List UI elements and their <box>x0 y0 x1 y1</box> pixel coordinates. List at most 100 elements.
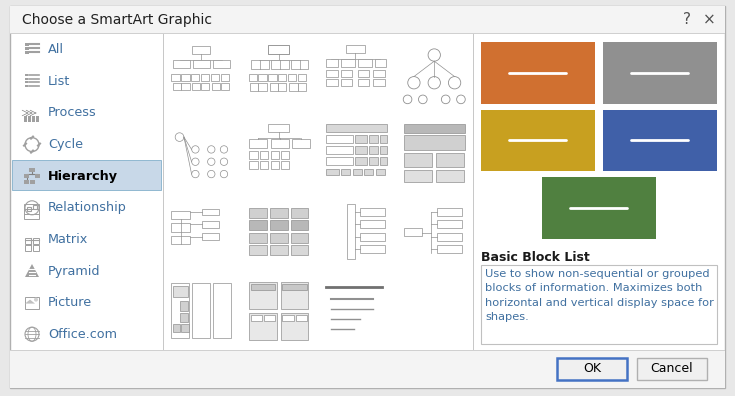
Bar <box>375 59 386 67</box>
Bar <box>295 315 307 321</box>
Bar <box>27 207 31 211</box>
Bar <box>248 74 257 81</box>
Bar <box>341 79 352 86</box>
Bar <box>213 283 231 338</box>
Bar <box>353 169 362 175</box>
Bar <box>193 283 210 338</box>
Bar <box>182 324 189 332</box>
Bar <box>25 74 28 76</box>
Bar <box>270 221 287 230</box>
Bar <box>250 84 258 91</box>
Bar <box>211 74 219 81</box>
Bar <box>356 147 367 154</box>
Bar <box>201 233 219 240</box>
Bar <box>342 59 356 67</box>
Bar <box>249 151 258 159</box>
Bar <box>271 139 289 148</box>
Bar <box>373 79 384 86</box>
Bar <box>258 74 267 81</box>
Bar <box>404 124 465 133</box>
Bar <box>326 59 337 67</box>
Bar <box>259 151 268 159</box>
Bar <box>29 168 35 172</box>
Bar <box>35 174 40 178</box>
Bar <box>248 313 276 340</box>
Text: Office.com: Office.com <box>48 328 117 341</box>
Bar <box>163 34 164 350</box>
Bar <box>437 208 462 216</box>
Bar <box>326 70 337 77</box>
Bar <box>326 135 353 143</box>
Bar <box>358 70 370 77</box>
Bar <box>173 286 187 297</box>
Bar <box>251 60 269 69</box>
Bar <box>360 221 385 228</box>
Bar <box>271 151 279 159</box>
Bar <box>290 208 309 218</box>
Bar <box>437 245 462 253</box>
Bar <box>33 205 37 209</box>
Bar <box>542 177 656 239</box>
Bar <box>173 324 180 332</box>
Bar <box>193 46 210 54</box>
Bar <box>270 233 287 243</box>
Bar <box>258 84 267 91</box>
Bar <box>220 74 229 81</box>
Bar <box>373 70 384 77</box>
Polygon shape <box>25 264 39 277</box>
Bar <box>201 209 219 215</box>
Bar <box>33 238 39 244</box>
Bar <box>251 284 275 290</box>
Bar <box>360 245 385 253</box>
Bar <box>342 169 351 175</box>
Bar <box>264 315 276 321</box>
Bar <box>473 34 474 350</box>
Bar <box>603 110 717 171</box>
Bar <box>360 208 385 216</box>
Bar <box>24 214 39 219</box>
Bar <box>10 350 725 351</box>
Bar <box>437 221 462 228</box>
Bar <box>12 160 161 190</box>
Bar <box>193 84 201 90</box>
Bar <box>326 158 353 166</box>
Bar <box>603 42 717 104</box>
Bar <box>380 135 387 143</box>
Bar <box>298 84 306 91</box>
Bar <box>268 124 290 132</box>
Bar <box>358 79 370 86</box>
Bar <box>259 161 268 169</box>
Bar <box>637 358 707 380</box>
Bar <box>171 236 190 244</box>
Bar <box>249 139 268 148</box>
Text: List: List <box>48 75 71 88</box>
Bar <box>25 51 29 54</box>
Bar <box>278 74 286 81</box>
Bar <box>25 246 31 251</box>
Bar <box>25 47 29 50</box>
Bar <box>290 221 309 230</box>
Bar <box>278 84 286 91</box>
Bar <box>268 74 276 81</box>
Bar <box>248 208 267 218</box>
Bar <box>212 60 230 68</box>
Bar <box>356 158 367 166</box>
Text: Choose a SmartArt Graphic: Choose a SmartArt Graphic <box>22 13 212 27</box>
Bar <box>370 135 379 143</box>
Bar <box>249 161 258 169</box>
Bar <box>481 265 717 344</box>
Bar <box>24 116 27 122</box>
Text: Picture: Picture <box>48 296 92 309</box>
Bar <box>251 315 262 321</box>
Bar <box>212 84 220 90</box>
Bar <box>290 245 309 255</box>
Bar <box>290 60 309 69</box>
Text: Cycle: Cycle <box>48 138 83 151</box>
Bar <box>24 174 29 178</box>
Bar <box>282 161 290 169</box>
Bar <box>268 45 289 54</box>
Bar <box>25 85 28 87</box>
Text: Basic Block List: Basic Block List <box>481 251 589 264</box>
Text: Relationship: Relationship <box>48 201 127 214</box>
Bar <box>248 221 267 230</box>
